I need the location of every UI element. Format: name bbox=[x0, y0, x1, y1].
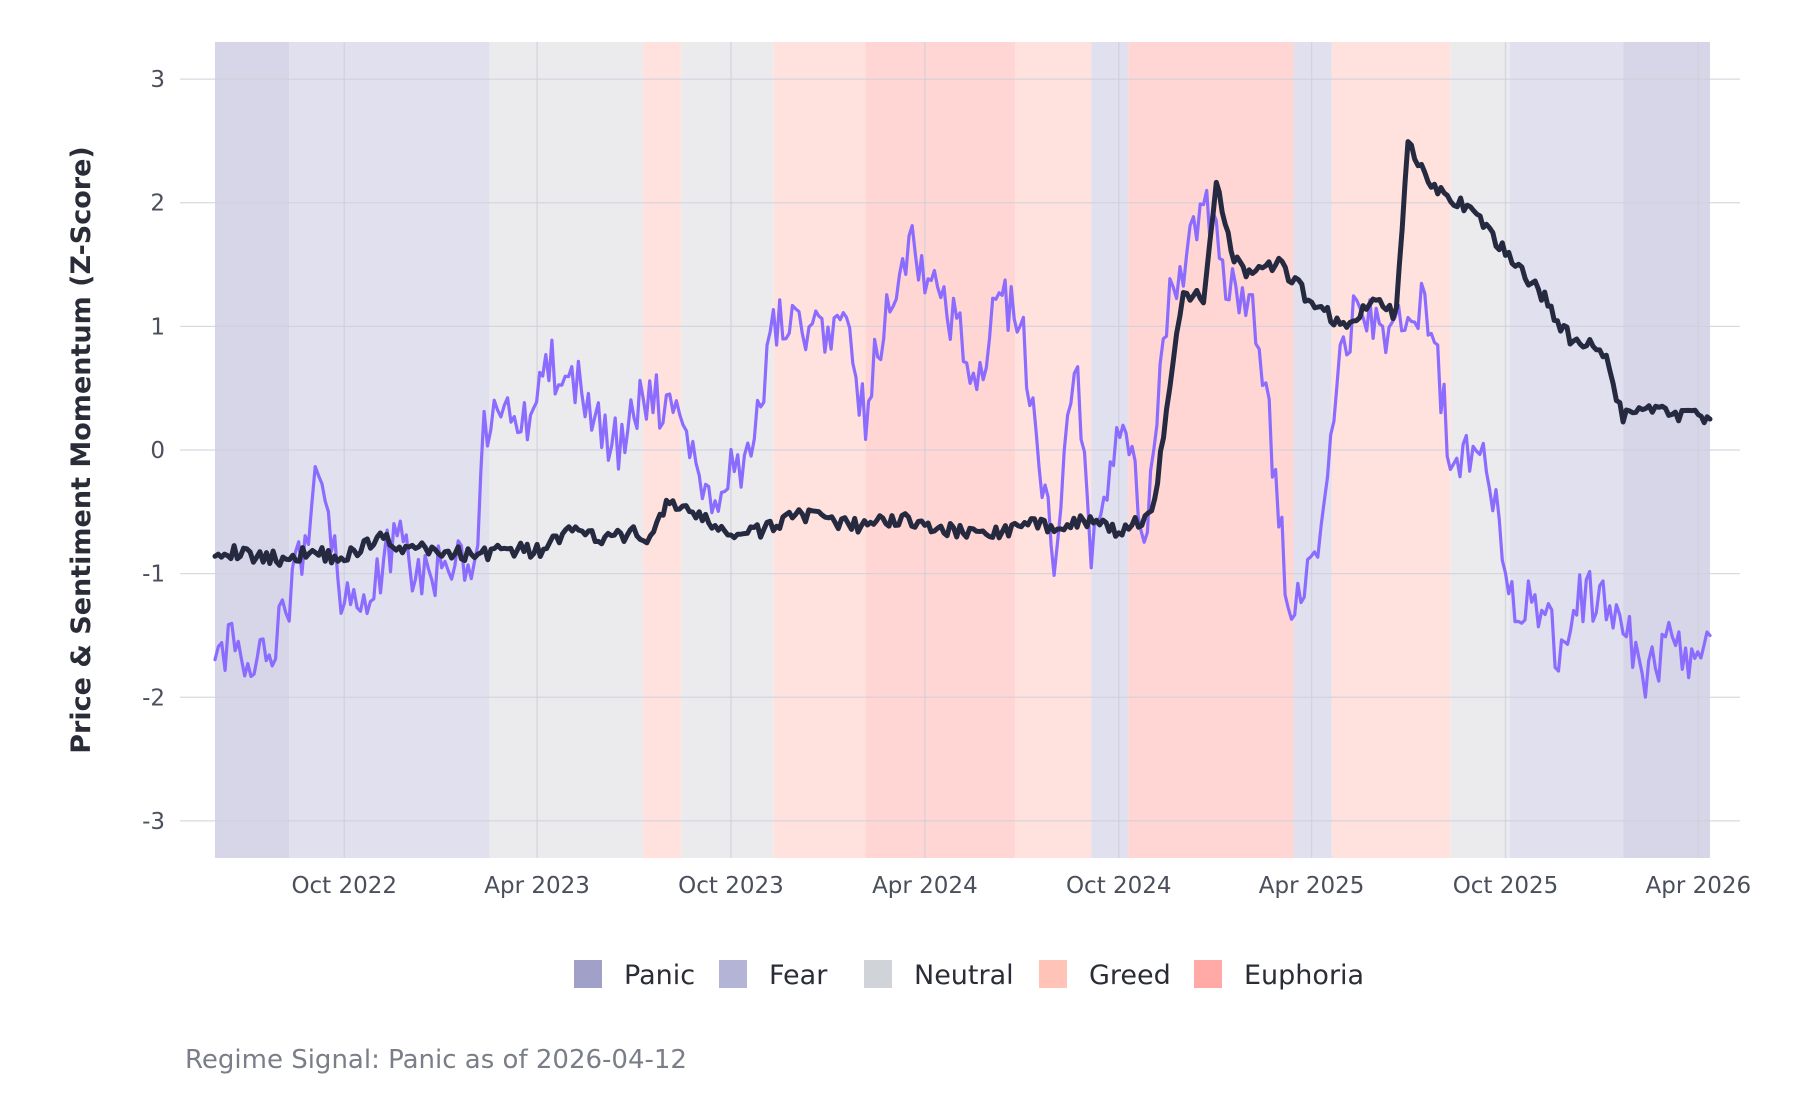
y-tick-label: 0 bbox=[150, 438, 165, 464]
legend-label-neutral: Neutral bbox=[914, 960, 1014, 991]
x-tick-label: Apr 2025 bbox=[1259, 873, 1365, 899]
x-tick-label: Apr 2026 bbox=[1646, 873, 1752, 899]
y-tick-label: -3 bbox=[142, 809, 165, 835]
y-tick-label: 1 bbox=[150, 314, 165, 340]
legend-swatch-neutral bbox=[864, 960, 892, 988]
y-tick-label: 3 bbox=[150, 67, 165, 93]
x-tick-label: Oct 2024 bbox=[1066, 873, 1172, 899]
y-axis-label: Price & Sentiment Momentum (Z-Score) bbox=[66, 146, 97, 754]
x-tick-label: Apr 2023 bbox=[484, 873, 590, 899]
legend-swatch-euphoria bbox=[1194, 960, 1222, 988]
legend-label-greed: Greed bbox=[1089, 960, 1171, 991]
y-tick-label: -1 bbox=[142, 562, 165, 588]
regime-signal-caption: Regime Signal: Panic as of 2026-04-12 bbox=[185, 1045, 687, 1075]
series-line-0 bbox=[212, 139, 1713, 568]
legend: Panic Fear Neutral Greed Euphoria bbox=[574, 960, 1364, 991]
y-tick-label: -2 bbox=[142, 685, 165, 711]
x-tick-label: Oct 2022 bbox=[291, 873, 397, 899]
x-tick-label: Oct 2025 bbox=[1453, 873, 1559, 899]
legend-swatch-fear bbox=[719, 960, 747, 988]
series-lines bbox=[212, 139, 1713, 699]
legend-label-panic: Panic bbox=[624, 960, 695, 991]
legend-label-fear: Fear bbox=[769, 960, 828, 991]
legend-swatch-panic bbox=[574, 960, 602, 988]
legend-label-euphoria: Euphoria bbox=[1244, 960, 1364, 991]
x-tick-label: Oct 2023 bbox=[678, 873, 784, 899]
x-tick-label: Apr 2024 bbox=[872, 873, 978, 899]
y-tick-label: 2 bbox=[150, 191, 165, 217]
legend-swatch-greed bbox=[1039, 960, 1067, 988]
series-line-1 bbox=[213, 188, 1712, 699]
axes: 3 2 1 0 -1 -2 -3 Oct 2022 Apr 2023 Oct 2023 Apr 20… bbox=[142, 67, 1751, 899]
